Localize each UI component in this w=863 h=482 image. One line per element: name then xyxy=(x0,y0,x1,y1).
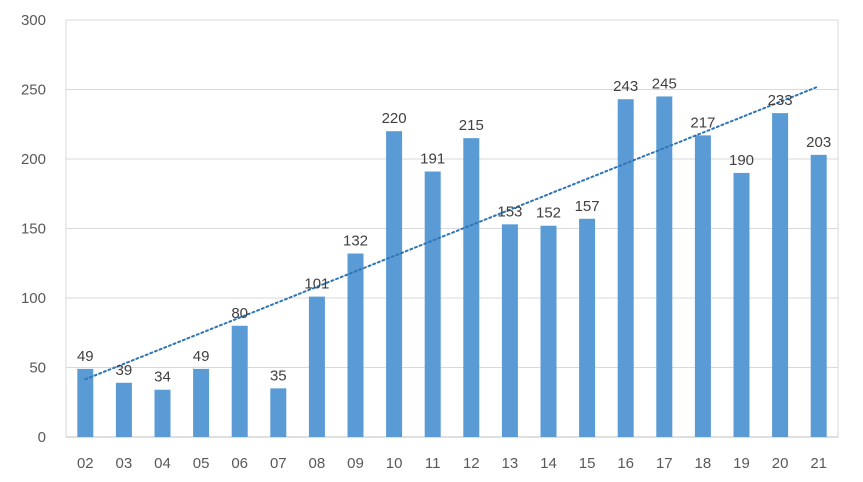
x-tick-label: 15 xyxy=(579,455,596,472)
bar-value-label: 39 xyxy=(116,362,133,379)
bar xyxy=(386,131,403,437)
bar xyxy=(579,218,596,437)
bar xyxy=(347,253,364,437)
y-axis: 0 50 100 150 200 250 300 xyxy=(21,12,46,446)
x-tick-label: 17 xyxy=(656,455,673,472)
bar-value-label: 157 xyxy=(575,198,600,215)
bar xyxy=(193,368,210,437)
bar xyxy=(424,171,441,437)
bar-value-label: 101 xyxy=(304,276,329,293)
bar-value-label: 191 xyxy=(420,151,445,168)
bar xyxy=(656,96,673,437)
bar xyxy=(540,225,557,437)
bar-value-label: 233 xyxy=(768,92,793,109)
bar-value-label: 80 xyxy=(231,305,248,322)
bar xyxy=(617,99,634,437)
gridlines xyxy=(65,19,839,438)
bar xyxy=(231,325,248,437)
bar-value-label: 203 xyxy=(806,134,831,151)
x-tick-label: 06 xyxy=(231,455,248,472)
y-tick-label: 150 xyxy=(21,221,46,238)
y-tick-label: 0 xyxy=(38,429,46,446)
x-tick-label: 16 xyxy=(617,455,634,472)
bar-value-label: 35 xyxy=(270,367,287,384)
x-tick-label: 08 xyxy=(309,455,326,472)
x-tick-label: 13 xyxy=(502,455,519,472)
x-tick-label: 20 xyxy=(772,455,789,472)
x-tick-label: 21 xyxy=(810,455,827,472)
x-tick-label: 10 xyxy=(386,455,403,472)
bar-value-label: 245 xyxy=(652,75,677,92)
bar xyxy=(810,154,827,437)
x-tick-label: 05 xyxy=(193,455,210,472)
x-tick-label: 04 xyxy=(154,455,171,472)
y-tick-label: 100 xyxy=(21,290,46,307)
bar-value-label: 220 xyxy=(382,110,407,127)
y-tick-label: 50 xyxy=(29,360,46,377)
bar xyxy=(733,172,750,437)
y-tick-label: 250 xyxy=(21,82,46,99)
bar-value-label: 217 xyxy=(690,114,715,131)
data-labels: 49 39 34 49 80 35 101 132 220 191 215 153 152 157 243 2… xyxy=(77,75,831,385)
bar-value-label: 34 xyxy=(154,369,171,386)
bar-value-label: 49 xyxy=(193,348,210,365)
x-tick-label: 03 xyxy=(116,455,133,472)
bar-value-label: 153 xyxy=(497,203,522,220)
y-tick-label: 300 xyxy=(21,12,46,29)
bar xyxy=(694,135,711,437)
x-tick-label: 19 xyxy=(733,455,750,472)
x-axis: 02 03 04 05 06 07 08 09 10 11 12 13 14 15 16 17 18 19 20 21 xyxy=(77,455,827,472)
bar-value-label: 132 xyxy=(343,233,368,250)
bar xyxy=(270,388,287,437)
bar xyxy=(154,389,171,437)
x-tick-label: 11 xyxy=(425,455,441,472)
bar-value-label: 215 xyxy=(459,117,484,134)
bar xyxy=(77,368,94,437)
trendline-group xyxy=(84,85,820,381)
bar-value-label: 152 xyxy=(536,205,561,222)
bar xyxy=(115,382,132,437)
x-tick-label: 09 xyxy=(347,455,364,472)
x-tick-label: 14 xyxy=(540,455,557,472)
bar-value-label: 190 xyxy=(729,152,754,169)
bar-value-label: 243 xyxy=(613,78,638,95)
y-tick-label: 200 xyxy=(21,151,46,168)
bar xyxy=(308,296,325,437)
bar xyxy=(501,224,518,437)
x-tick-label: 07 xyxy=(270,455,287,472)
bar xyxy=(772,113,789,437)
x-tick-label: 12 xyxy=(463,455,480,472)
bar xyxy=(463,138,480,437)
bar-series xyxy=(77,96,827,437)
x-tick-label: 18 xyxy=(695,455,712,472)
x-tick-label: 02 xyxy=(77,455,94,472)
trendline xyxy=(84,85,820,381)
bar-value-label: 49 xyxy=(77,348,94,365)
